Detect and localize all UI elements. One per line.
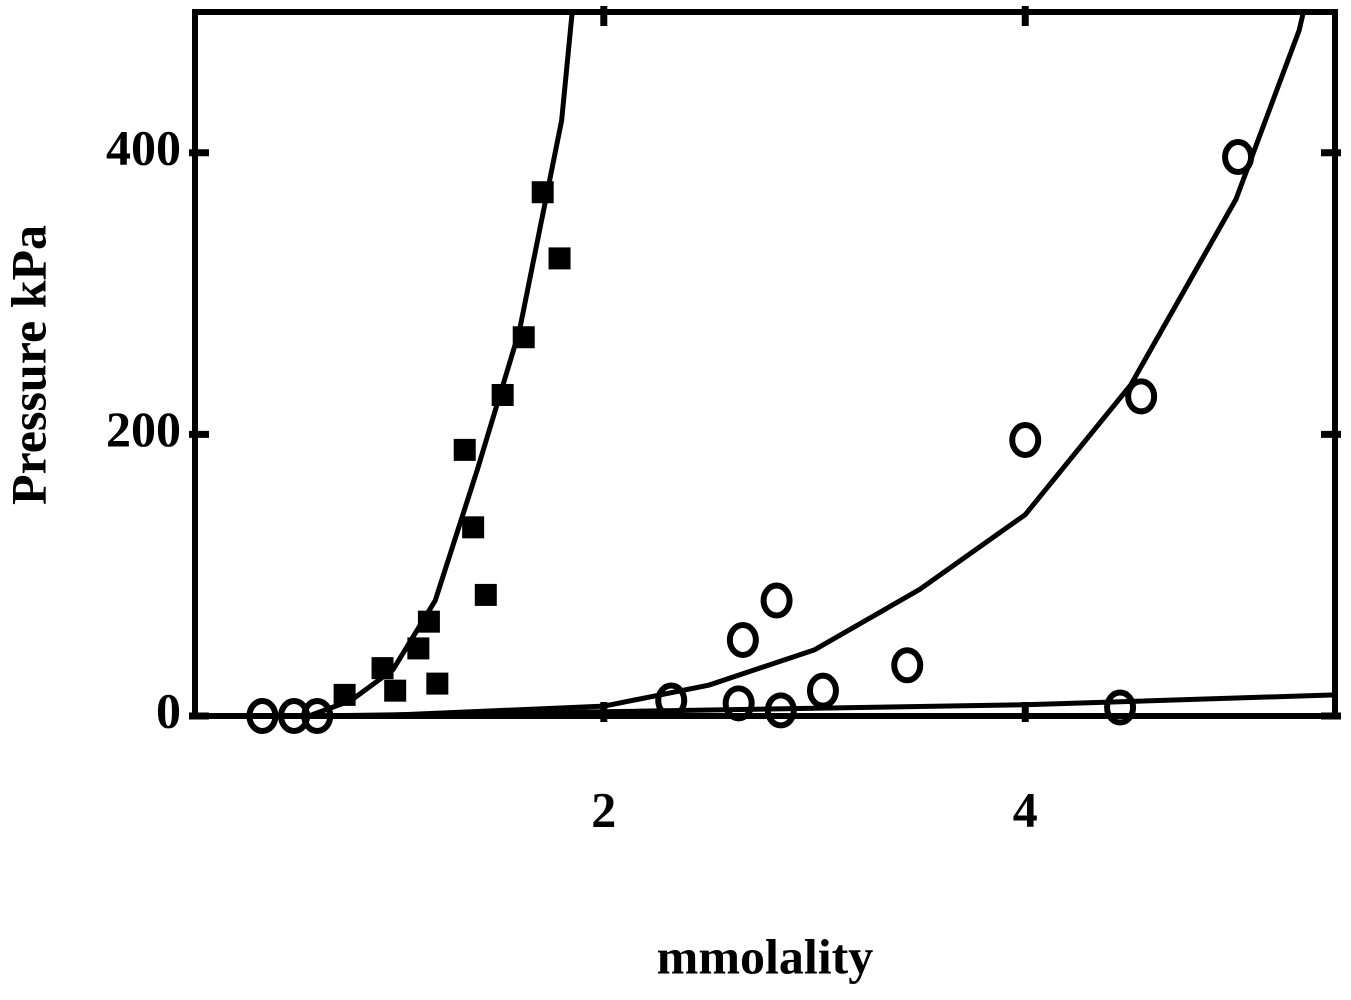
circle-point xyxy=(722,685,755,722)
circle-point xyxy=(1125,378,1158,415)
circle-point xyxy=(246,698,279,734)
x-tick-label: 4 xyxy=(1013,781,1038,837)
circle-point xyxy=(726,621,759,658)
square-point xyxy=(453,438,476,461)
square-point xyxy=(474,583,497,606)
circle-point xyxy=(891,647,924,684)
circle-point xyxy=(760,582,793,619)
square-point xyxy=(407,637,430,660)
fit-curve xyxy=(371,11,1306,719)
circle-point xyxy=(1104,689,1137,726)
fit-curve xyxy=(307,11,575,719)
y-tick-label: 0 xyxy=(156,682,181,738)
circle-point xyxy=(1009,422,1042,459)
square-point xyxy=(548,247,571,270)
square-point xyxy=(384,679,407,702)
y-tick-label: 200 xyxy=(106,401,181,457)
circle-point xyxy=(806,672,839,709)
y-axis-title: Pressure kPa xyxy=(0,225,56,505)
plot-frame xyxy=(192,9,1338,719)
y-tick-label: 400 xyxy=(106,119,181,175)
square-point xyxy=(462,516,485,539)
fit-curve xyxy=(308,692,1336,719)
x-axis-title: mmolality xyxy=(657,928,874,984)
x-tick-label: 2 xyxy=(591,781,616,837)
circle-point xyxy=(655,682,688,719)
square-point xyxy=(426,672,449,695)
